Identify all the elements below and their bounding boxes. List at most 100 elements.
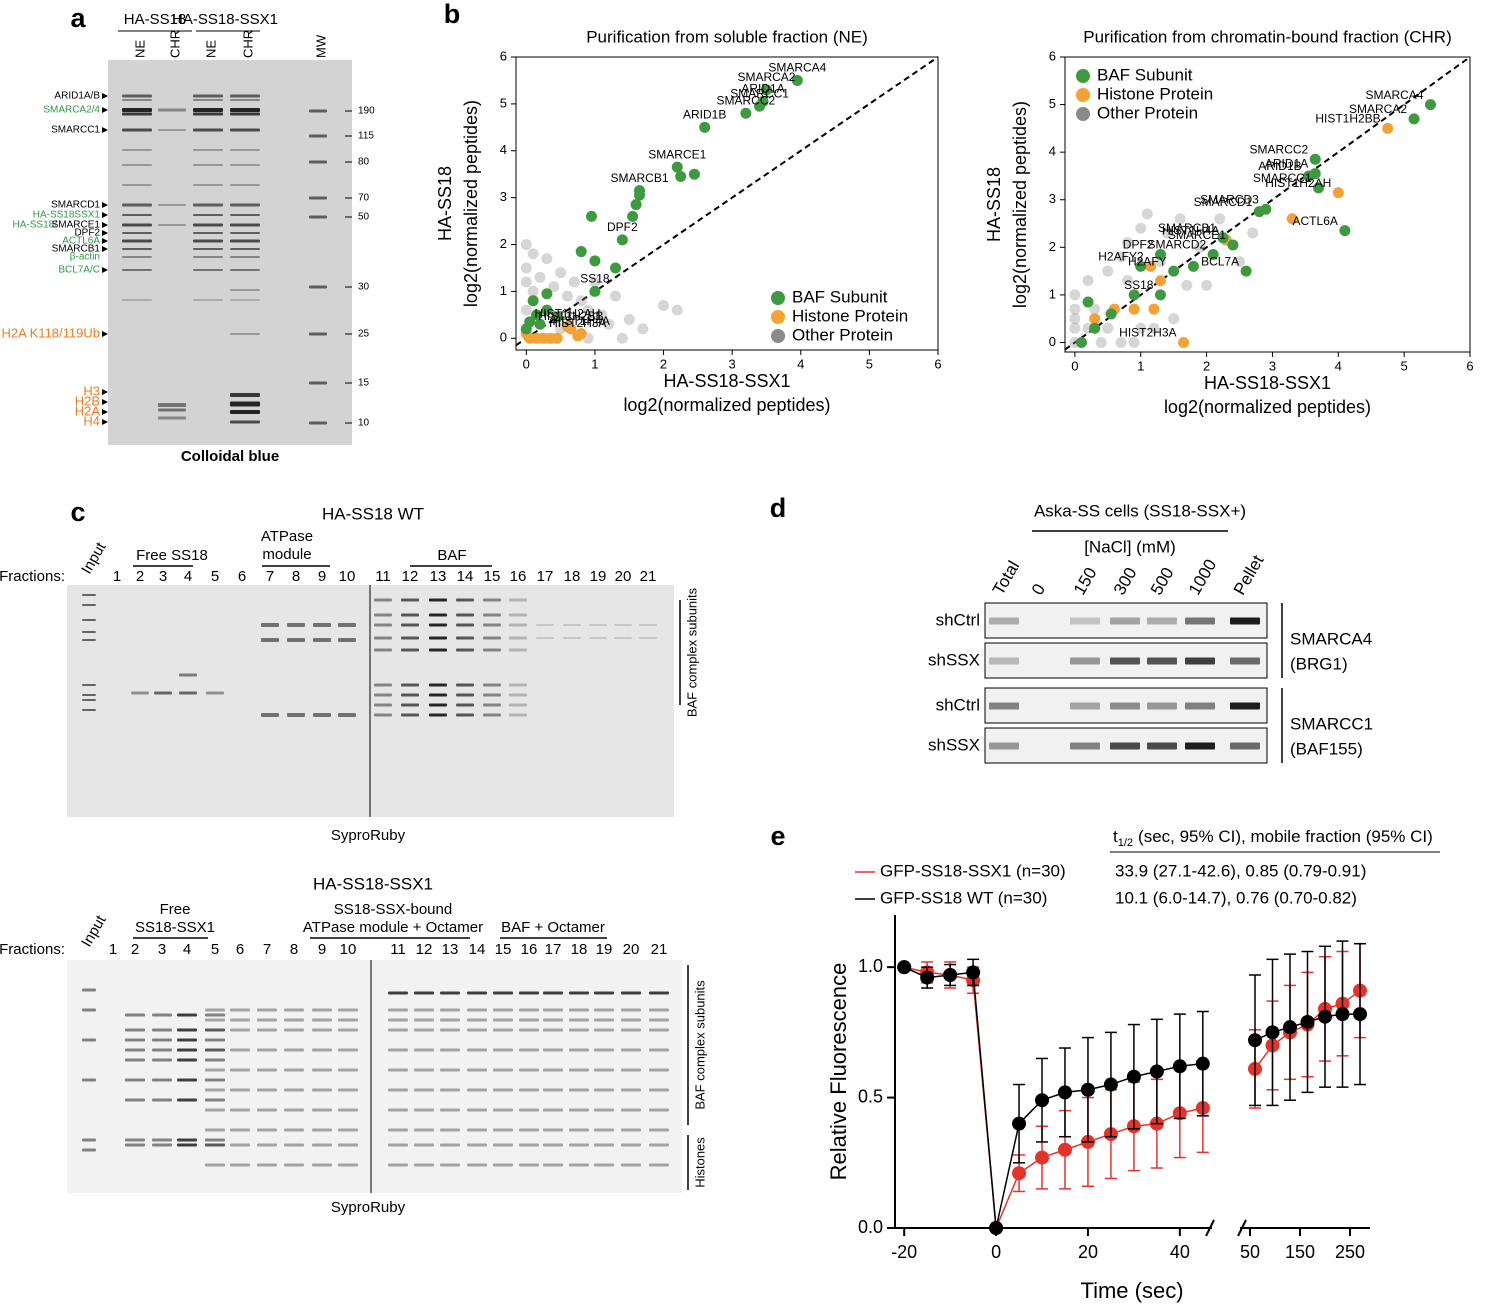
gel-band — [429, 613, 447, 617]
gel-band — [193, 269, 223, 271]
lane-label: Pellet — [1230, 552, 1268, 599]
gel-band — [374, 636, 392, 640]
point-label: H2AFY2 — [1098, 250, 1144, 264]
gel-band — [179, 691, 197, 695]
data-point — [1141, 208, 1153, 220]
gel-band — [284, 1163, 304, 1167]
data-point — [572, 330, 584, 342]
gel-band — [205, 1068, 225, 1072]
point-label: SMARCC1 — [1253, 171, 1312, 185]
data-point — [616, 234, 628, 246]
lane-label: 18 — [564, 568, 581, 585]
data-point — [1148, 322, 1160, 334]
gel-band — [594, 1028, 614, 1032]
point-label: HIST1H2BB — [538, 309, 603, 323]
gel-band — [230, 108, 260, 112]
gel-band — [312, 1143, 332, 1147]
data-point — [897, 960, 912, 975]
data-point — [1227, 239, 1239, 251]
gel-band — [543, 1108, 563, 1112]
lane-label: 17 — [545, 941, 562, 958]
gel-band — [569, 991, 589, 995]
data-point — [1135, 322, 1147, 334]
gel-band — [649, 991, 669, 995]
gel-band — [401, 648, 419, 652]
point-label: ARID1A — [741, 82, 784, 96]
gel-band — [230, 239, 260, 243]
data-point — [1178, 336, 1190, 348]
marker-arrow — [102, 238, 108, 244]
mw-label: 30 — [358, 282, 370, 293]
gel-band — [440, 1048, 460, 1052]
gel-band — [483, 636, 501, 640]
panel-label: a — [70, 3, 86, 33]
gel-band — [519, 1108, 539, 1112]
lane-label: 8 — [290, 941, 298, 958]
gel-band — [125, 1078, 145, 1082]
gel-band — [621, 1048, 641, 1052]
lane-label: 20 — [623, 941, 640, 958]
y-tick-label: 4 — [500, 142, 507, 157]
lane-label: 3 — [158, 941, 166, 958]
data-point — [555, 267, 567, 279]
gel-band — [569, 1048, 589, 1052]
gel-band — [467, 1143, 487, 1147]
data-point — [1168, 313, 1180, 325]
marker-arrow — [102, 212, 108, 218]
gel-band — [563, 624, 581, 626]
data-point — [527, 248, 539, 260]
marker-label: HA-SS18/ — [13, 220, 58, 231]
gel-band — [467, 1028, 487, 1032]
gel-band — [1147, 742, 1177, 750]
gel-band — [338, 1018, 358, 1022]
gel-band — [122, 149, 152, 151]
gel-band — [205, 1008, 225, 1012]
point-label: SMARCB1 — [611, 171, 669, 185]
marker-arrow — [102, 246, 108, 252]
data-point — [1234, 256, 1246, 268]
data-point — [1035, 1150, 1050, 1165]
data-point — [1069, 289, 1081, 301]
lane-label: 6 — [236, 941, 244, 958]
data-point — [541, 253, 553, 265]
gel-band — [483, 648, 501, 652]
gel-band — [649, 1068, 669, 1072]
gel-band — [569, 1018, 589, 1022]
gel-band — [338, 623, 356, 627]
target-label: (BRG1) — [1290, 654, 1348, 673]
data-point — [1382, 122, 1394, 134]
gel-band — [205, 1128, 225, 1132]
gel-band — [594, 1068, 614, 1072]
gel-band — [429, 703, 447, 707]
gel-band — [388, 1048, 408, 1052]
gel-band — [440, 1008, 460, 1012]
data-point — [1161, 227, 1173, 239]
gel-band — [1147, 657, 1177, 665]
data-point — [1253, 206, 1265, 218]
gel-band — [122, 94, 152, 98]
gel-band — [193, 203, 223, 207]
gel-band — [639, 637, 657, 639]
x-tick-label: 40 — [1170, 1242, 1190, 1262]
x-tick-label: -20 — [891, 1242, 917, 1262]
gel-band — [374, 713, 392, 717]
gel-band — [230, 99, 260, 101]
gel-band — [312, 1028, 332, 1032]
gel-band — [205, 1098, 225, 1102]
gel-band — [313, 713, 331, 717]
gel-band — [230, 401, 260, 407]
gel-band — [230, 223, 260, 227]
point-label: HIST1H2AH — [534, 307, 600, 321]
gel-band — [621, 1088, 641, 1092]
marker-label: SMARCD1 — [51, 200, 100, 211]
gel-band — [230, 184, 260, 186]
gel-band — [414, 1128, 434, 1132]
gel-band — [519, 1018, 539, 1022]
gel-band — [569, 1088, 589, 1092]
gel-band — [230, 420, 260, 424]
gel-band — [1230, 657, 1260, 665]
data-point — [1174, 213, 1186, 225]
x-axis-label: HA-SS18-SSX1 — [663, 371, 790, 391]
marker-label: DPF2 — [74, 228, 100, 239]
gel-band — [388, 1143, 408, 1147]
